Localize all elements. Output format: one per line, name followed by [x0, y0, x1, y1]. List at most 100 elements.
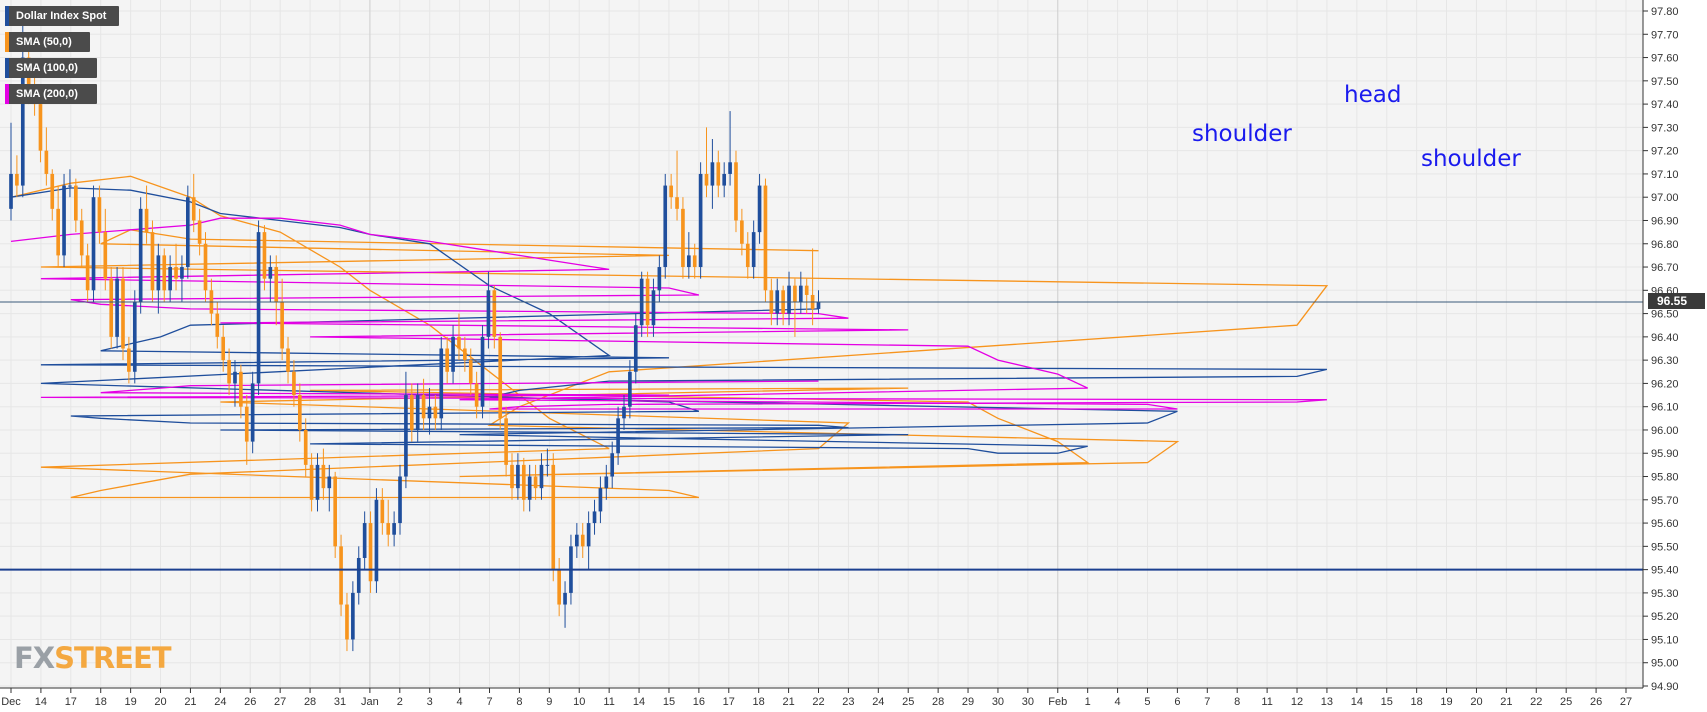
x-tick-label: 27: [1620, 696, 1632, 708]
legend-swatch: [5, 32, 9, 52]
candle-body: [274, 267, 279, 302]
candle-body: [734, 162, 738, 221]
annotation-head: head: [1344, 82, 1402, 108]
candle-body: [439, 348, 444, 419]
y-tick-label: 95.60: [1651, 518, 1679, 530]
candle-body: [610, 453, 615, 477]
candle-body: [185, 197, 190, 268]
x-tick-label: 17: [65, 696, 77, 708]
x-tick-label: 4: [1115, 696, 1121, 708]
candle-body: [345, 604, 349, 640]
x-tick-label: 18: [753, 696, 765, 708]
candle-body: [545, 464, 550, 466]
candle-body: [433, 406, 438, 419]
candle-body: [586, 523, 591, 547]
x-tick-label: 16: [693, 696, 705, 708]
candle-body: [244, 406, 249, 442]
candle-body: [651, 290, 656, 326]
candle-body: [109, 278, 114, 337]
candle-body: [392, 523, 396, 535]
candle-body: [321, 464, 326, 489]
candle-body: [798, 285, 803, 302]
candle-body: [56, 208, 60, 256]
x-tick-label: 1: [1085, 696, 1091, 708]
candle-body: [616, 418, 620, 454]
candle-body: [20, 57, 25, 186]
x-tick-label: 13: [1321, 696, 1333, 708]
legend-item-sma-100[interactable]: SMA (100,0): [5, 58, 97, 78]
candle-body: [380, 499, 385, 524]
x-tick-label: 25: [902, 696, 914, 708]
candle-body: [303, 429, 308, 465]
y-tick-label: 96.70: [1651, 262, 1679, 274]
x-tick-label: 21: [1500, 696, 1512, 708]
candle-body: [250, 383, 255, 442]
x-tick-label: 28: [304, 696, 316, 708]
y-tick-label: 95.20: [1651, 611, 1679, 623]
x-tick-label: Jan: [361, 696, 379, 708]
x-tick-label: 27: [274, 696, 286, 708]
y-tick-label: 95.70: [1651, 495, 1679, 507]
legend-item-sma-200[interactable]: SMA (200,0): [5, 84, 97, 104]
candle-body: [793, 285, 797, 302]
legend-item-sma-50[interactable]: SMA (50,0): [5, 32, 90, 52]
y-tick-label: 96.90: [1651, 215, 1679, 227]
candle-body: [79, 220, 84, 256]
level-lines: [0, 301, 1643, 571]
candle-body: [728, 162, 732, 174]
x-tick-label: 30: [1022, 696, 1034, 708]
candle-body: [722, 173, 727, 186]
x-tick-label: 20: [154, 696, 166, 708]
candle-body: [191, 197, 196, 221]
x-tick-label: 9: [546, 696, 552, 708]
legend-item-dollar-index[interactable]: Dollar Index Spot: [5, 6, 119, 26]
candle-body: [292, 371, 296, 396]
candle-body: [356, 557, 361, 593]
candle-body: [239, 371, 243, 407]
x-tick-label: 6: [1174, 696, 1180, 708]
candle-body: [675, 197, 679, 209]
x-tick-label: 2: [397, 696, 403, 708]
y-tick-label: 95.40: [1651, 565, 1679, 577]
x-tick-label: 14: [35, 696, 47, 708]
y-tick-label: 97.10: [1651, 169, 1679, 181]
candle-body: [633, 325, 638, 372]
y-tick-label: 96.40: [1651, 332, 1679, 344]
candle-body: [763, 185, 768, 291]
current-price-tag: 96.55: [1648, 293, 1705, 309]
candle-body: [297, 395, 302, 430]
candle-body: [44, 150, 49, 174]
x-tick-label: 15: [1381, 696, 1393, 708]
candle-body: [787, 285, 791, 314]
chart-grid: [0, 0, 1643, 688]
y-tick-label: 95.90: [1651, 448, 1679, 460]
x-tick-label: 22: [812, 696, 824, 708]
candle-body: [492, 290, 497, 337]
candle-body: [816, 301, 821, 309]
candle-body: [280, 301, 284, 349]
candle-body: [15, 173, 19, 186]
candle-body: [351, 592, 355, 640]
candle-body: [362, 523, 367, 558]
x-tick-label: 28: [932, 696, 944, 708]
x-tick-label: 7: [1204, 696, 1210, 708]
candle-body: [327, 476, 332, 489]
candle-body: [121, 278, 125, 349]
y-tick-label: 97.20: [1651, 146, 1679, 158]
candle-body: [533, 476, 538, 489]
candle-body: [85, 255, 90, 291]
candle-body: [804, 285, 809, 295]
y-tick-label: 97.40: [1651, 99, 1679, 111]
y-tick-label: 97.70: [1651, 29, 1679, 41]
y-tick-label: 96.00: [1651, 425, 1679, 437]
candle-body: [628, 371, 632, 407]
x-tick-label: 21: [782, 696, 794, 708]
y-tick-label: 96.10: [1651, 402, 1679, 414]
x-tick-label: 23: [842, 696, 854, 708]
candle-body: [557, 569, 561, 605]
candle-body: [127, 348, 131, 372]
y-tick-label: 97.30: [1651, 122, 1679, 134]
y-tick-label: 97.80: [1651, 6, 1679, 18]
candle-body: [221, 336, 226, 361]
